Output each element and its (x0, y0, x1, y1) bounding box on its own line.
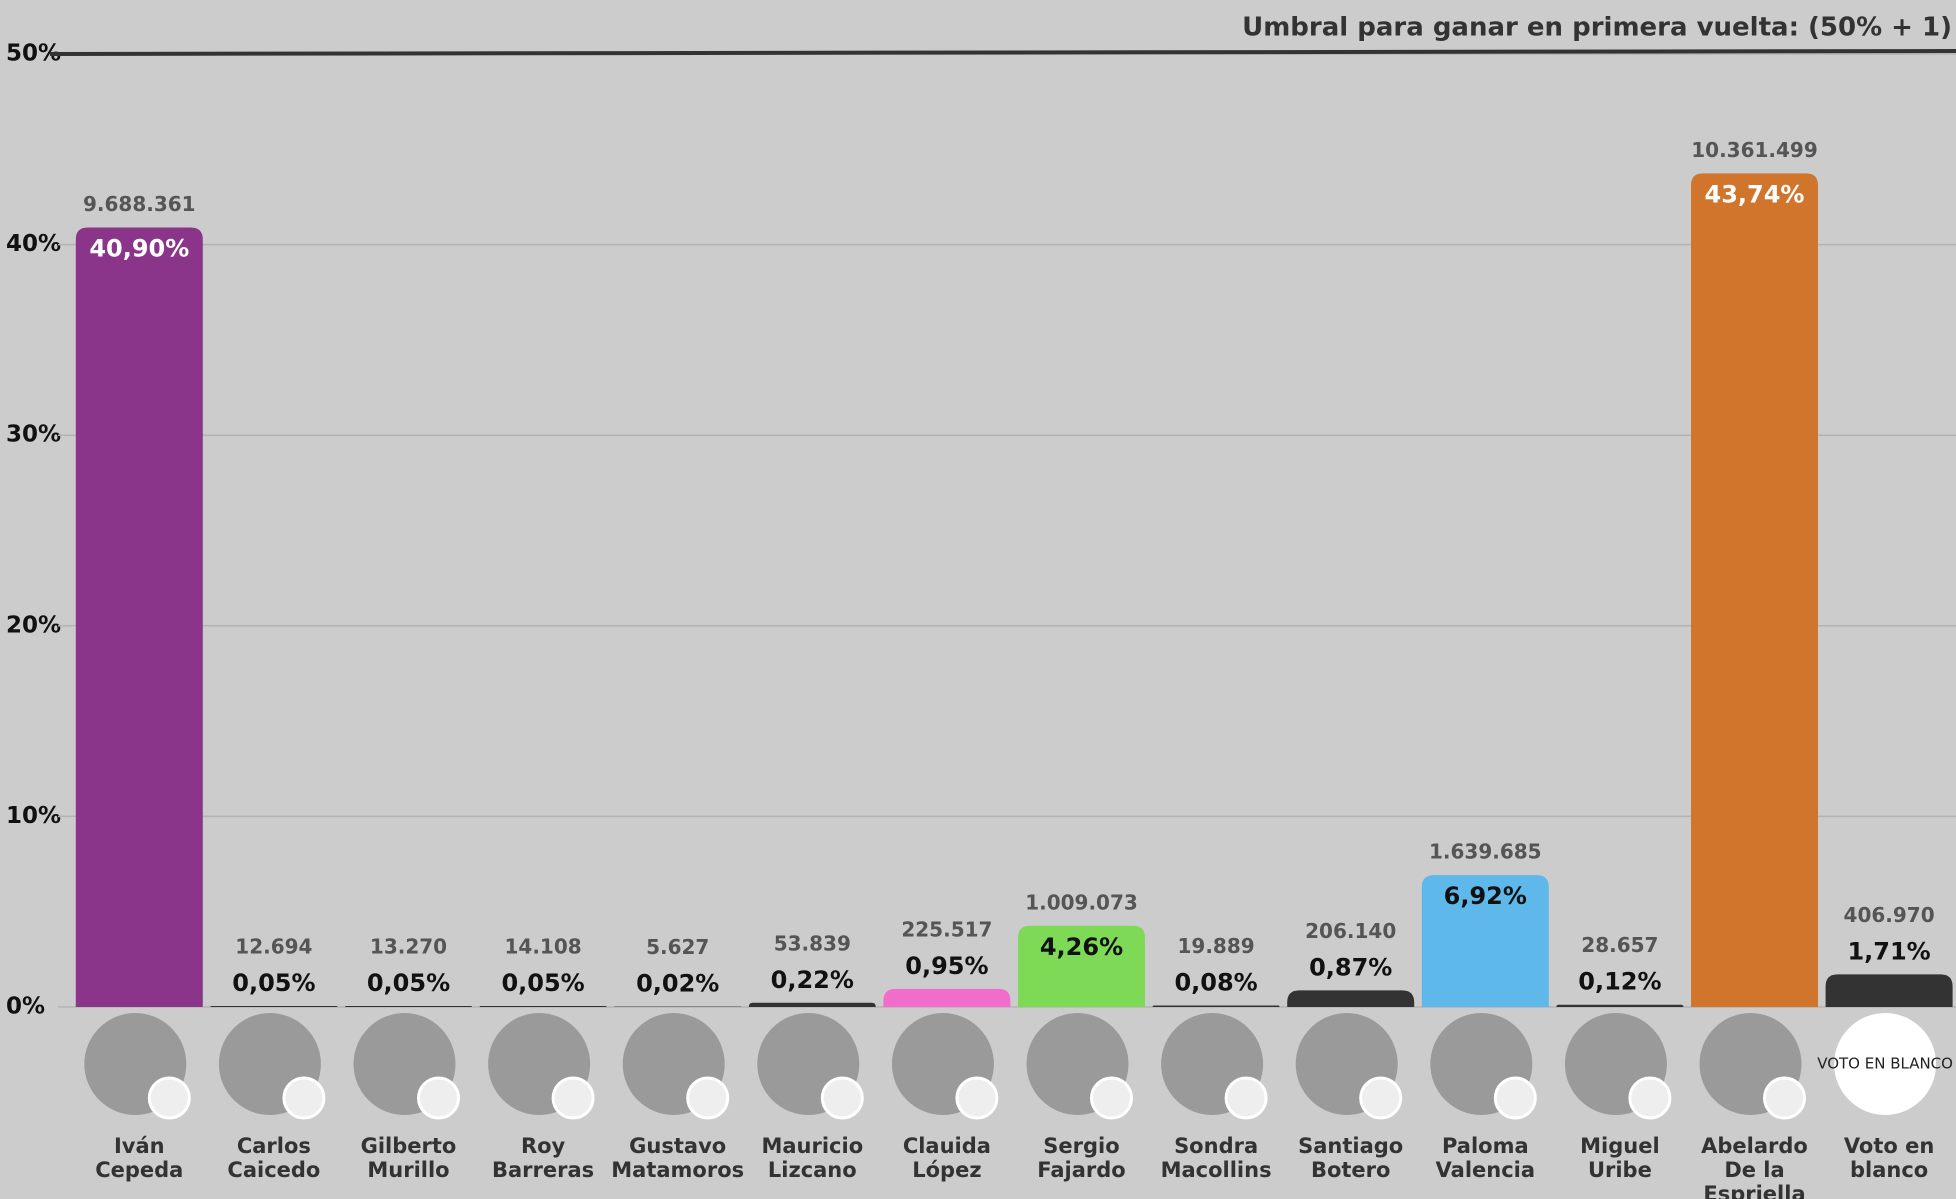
x-tick-label: Miguel Uribe (1580, 1134, 1660, 1182)
bar (479, 1006, 607, 1007)
bar (1421, 875, 1549, 1007)
party-logo (147, 1076, 191, 1120)
y-tick-label: 30% (6, 422, 61, 448)
bar (1152, 1005, 1280, 1007)
bar (1825, 974, 1953, 1007)
value-label: 0,87% (1309, 953, 1392, 981)
x-tick-label: Santiago Botero (1298, 1134, 1404, 1182)
party-logo (1493, 1076, 1537, 1120)
x-tick-label: Voto en blanco (1843, 1134, 1935, 1182)
y-tick-label: 20% (6, 612, 61, 638)
bar (75, 227, 203, 1008)
vote-count: 53.839 (774, 931, 851, 955)
party-logo (955, 1076, 999, 1120)
value-label: 0,22% (771, 966, 854, 994)
x-tick-label: Sondra Macollins (1160, 1134, 1272, 1182)
value-label: 0,12% (1578, 968, 1661, 996)
bar (210, 1006, 338, 1007)
vote-count: 1.639.685 (1429, 840, 1542, 864)
vote-count: 225.517 (901, 917, 992, 941)
bar (883, 988, 1011, 1007)
threshold-line (49, 49, 1956, 56)
x-tick-label: Clauida López (902, 1134, 991, 1182)
party-logo (551, 1076, 595, 1120)
bar (748, 1002, 876, 1007)
value-label: 1,71% (1847, 937, 1930, 965)
value-label: 4,26% (1040, 933, 1123, 961)
y-tick-label: 0% (6, 994, 45, 1020)
value-label: 0,05% (501, 969, 584, 997)
threshold-label: Umbral para ganar en primera vuelta: (50… (1242, 13, 1952, 43)
party-logo (1359, 1076, 1403, 1120)
y-tick-label: 40% (6, 231, 61, 257)
party-logo (686, 1076, 730, 1120)
blank-badge (1834, 1013, 1937, 1115)
party-logo (282, 1076, 326, 1120)
value-label: 0,08% (1174, 968, 1257, 996)
value-label: 6,92% (1444, 882, 1527, 910)
party-logo (1628, 1076, 1672, 1120)
bar (1691, 173, 1818, 1007)
x-tick-label: Carlos Caicedo (227, 1134, 321, 1182)
x-tick-label: Gustavo Matamoros (611, 1134, 745, 1182)
vote-count: 406.970 (1844, 903, 1935, 927)
vote-count: 5.627 (646, 935, 709, 959)
value-label: 40,90% (89, 234, 189, 262)
x-tick-label: Abelardo De la Espriella (1701, 1134, 1808, 1199)
value-label: 0,02% (636, 970, 719, 998)
vote-count: 13.270 (370, 935, 447, 959)
x-tick-label: Roy Barreras (492, 1134, 595, 1182)
bar (1018, 925, 1145, 1007)
value-label: 43,74% (1705, 180, 1805, 208)
vote-count: 1.009.073 (1025, 890, 1138, 914)
party-logo (1090, 1076, 1133, 1120)
x-tick-label: Gilberto Murillo (360, 1134, 457, 1182)
vote-count: 14.108 (505, 935, 582, 959)
x-tick-label: Iván Cepeda (95, 1134, 184, 1182)
value-label: 0,95% (905, 952, 988, 980)
party-logo (1224, 1076, 1268, 1120)
x-tick-label: Paloma Valencia (1435, 1134, 1536, 1182)
value-label: 0,05% (232, 969, 315, 997)
bar (1287, 990, 1415, 1007)
vote-count: 9.688.361 (83, 192, 196, 216)
party-logo (820, 1076, 864, 1120)
vote-count: 10.361.499 (1691, 138, 1818, 162)
blank-badge-text: VOTO EN BLANCO (1817, 1055, 1953, 1073)
value-label: 0,05% (367, 969, 450, 997)
vote-count: 12.694 (235, 935, 312, 959)
y-tick-label: 10% (6, 803, 61, 829)
vote-count: 206.140 (1305, 919, 1396, 943)
vote-count: 28.657 (1581, 933, 1658, 957)
bar (1556, 1004, 1684, 1007)
x-tick-label: Sergio Fajardo (1037, 1134, 1126, 1182)
bar (345, 1006, 472, 1007)
vote-count: 19.889 (1178, 934, 1255, 958)
party-logo (417, 1076, 460, 1120)
x-tick-label: Mauricio Lizcano (761, 1134, 864, 1182)
party-logo (1763, 1076, 1806, 1120)
